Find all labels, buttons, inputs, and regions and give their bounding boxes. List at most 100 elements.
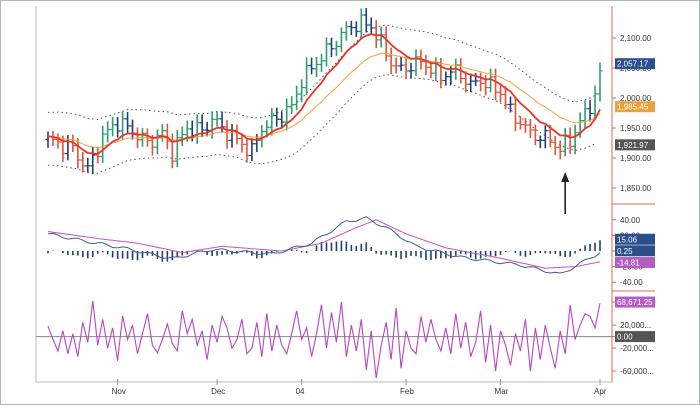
macd-value-tag-label: 15.06 <box>617 235 638 244</box>
price-bar <box>174 129 180 168</box>
price-bar <box>493 68 499 101</box>
price-value-tag <box>615 139 655 151</box>
price-bar <box>314 56 320 77</box>
price-bar <box>503 86 509 110</box>
price-bar <box>204 121 210 137</box>
date-axis-label: Mar <box>495 387 509 396</box>
volume-value-tag-label: 68,671.25 <box>617 298 653 307</box>
price-axis-tick-label: 1,850.00 <box>620 184 652 193</box>
price-bar <box>413 49 419 76</box>
price-bar <box>468 73 474 92</box>
price-bar <box>532 124 538 146</box>
date-axis-label: Apr <box>594 387 607 396</box>
macd-value-tag-label: 0.25 <box>617 247 633 256</box>
price-bar <box>239 133 245 153</box>
price-bar <box>592 85 598 119</box>
price-axis-tick-label: 1,900.00 <box>620 154 652 163</box>
price-bar <box>105 121 111 143</box>
price-bar <box>100 125 106 164</box>
macd-value-tag-label: -14.81 <box>617 259 640 268</box>
price-bar <box>85 157 91 173</box>
price-axis-tick-label: 2,000.00 <box>620 94 652 103</box>
price-bar <box>483 75 489 96</box>
macd-line <box>47 216 601 274</box>
price-bar <box>567 127 573 155</box>
volume-value-tag <box>615 296 655 308</box>
price-bar <box>408 62 414 79</box>
price-bar <box>328 37 334 57</box>
date-axis-label: Nov <box>112 387 126 396</box>
volume-value-tag-label: 0.00 <box>617 333 633 342</box>
price-value-tag <box>615 101 655 113</box>
price-bar <box>517 116 523 130</box>
price-value-tag-label: 1,985.45 <box>617 103 649 112</box>
price-bar <box>348 20 354 36</box>
price-bar <box>284 98 290 131</box>
price-bar <box>115 117 121 138</box>
price-bar <box>582 100 588 129</box>
macd-axis-tick-label: 40.00 <box>620 216 641 225</box>
price-bar <box>398 56 404 72</box>
price-bar <box>353 21 359 37</box>
price-bar <box>333 40 339 57</box>
price-bar <box>358 8 364 40</box>
price-bar <box>383 26 389 62</box>
price-bar <box>478 72 484 92</box>
price-bar <box>244 139 250 163</box>
price-axis-tick-label: 2,100.00 <box>620 34 652 43</box>
price-bar <box>498 83 504 103</box>
volume-axis-tick-label: 20,000... <box>620 321 651 330</box>
volume-axis-tick-label: -60,000... <box>620 367 654 376</box>
date-axis-label: Feb <box>400 387 414 396</box>
price-bar <box>110 116 116 137</box>
price-bar <box>373 20 379 49</box>
price-bar <box>249 138 255 162</box>
price-bar <box>488 68 494 93</box>
macd-axis-tick-label: -40.00 <box>620 278 643 287</box>
price-bar <box>507 96 513 113</box>
signal-line <box>47 219 601 269</box>
price-bar <box>542 125 548 149</box>
price-bar <box>264 120 270 138</box>
price-bar <box>214 111 220 127</box>
price-bar <box>289 96 295 115</box>
price-bar <box>527 118 533 138</box>
price-bar <box>388 47 394 74</box>
price-bar <box>294 85 300 111</box>
price-bar <box>274 107 280 127</box>
price-bar <box>125 111 131 133</box>
price-bar <box>309 57 315 75</box>
macd-value-tag <box>615 245 655 257</box>
volume-value-tag <box>615 331 655 343</box>
price-value-tag-label: 1,921.97 <box>617 141 649 150</box>
price-bar <box>368 17 374 34</box>
price-bar <box>95 146 101 164</box>
price-bar <box>522 118 528 133</box>
volume-axis-tick-label: -20,000... <box>620 344 654 353</box>
date-axis-label: Dec <box>211 387 225 396</box>
price-value-tag <box>615 58 655 70</box>
price-bar <box>323 37 329 67</box>
upper-band <box>47 24 596 121</box>
price-bar <box>597 62 603 102</box>
price-value-tag-label: 2,057.17 <box>617 60 649 69</box>
price-bar <box>552 135 558 156</box>
price-bar <box>463 71 469 93</box>
price-bar <box>224 120 230 149</box>
date-axis-label: 04 <box>296 387 305 396</box>
lower-band <box>47 73 596 174</box>
price-bar <box>557 140 563 160</box>
price-bar <box>154 129 160 155</box>
price-bar <box>80 151 86 173</box>
price-bar <box>343 21 349 41</box>
price-bar <box>512 96 518 132</box>
price-bar <box>338 27 344 52</box>
macd-value-tag <box>615 257 655 269</box>
price-bar <box>299 79 305 103</box>
price-bar <box>443 71 449 86</box>
price-axis-tick-label: 1,950.00 <box>620 124 652 133</box>
price-bar <box>304 57 310 96</box>
signal-arrow-head <box>561 172 570 182</box>
